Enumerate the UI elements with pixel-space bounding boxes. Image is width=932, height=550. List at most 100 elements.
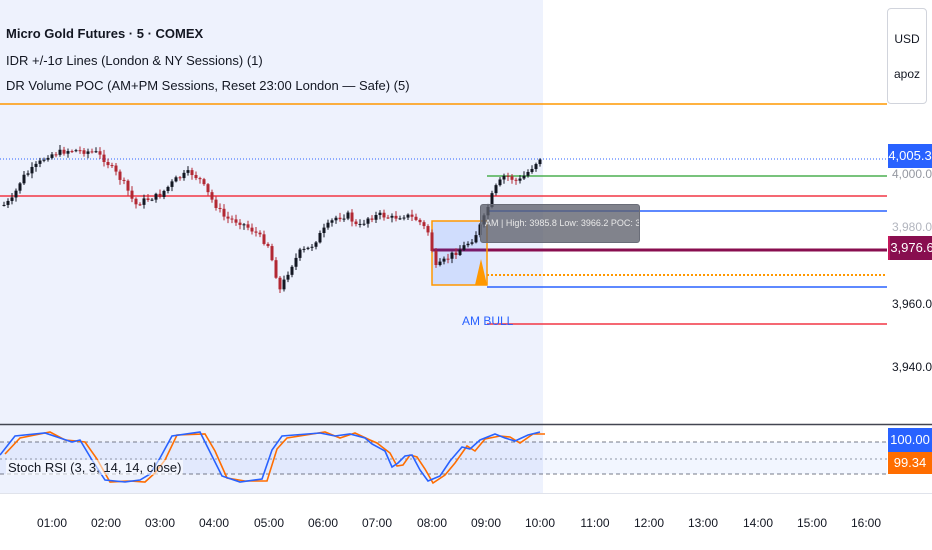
price-axis-label-3960: 3,960.0 bbox=[892, 297, 932, 311]
time-axis-label: 08:00 bbox=[416, 516, 448, 530]
candle-body bbox=[286, 274, 290, 280]
candle-body bbox=[202, 179, 206, 185]
candle-body bbox=[458, 249, 462, 255]
candle-body bbox=[374, 215, 378, 220]
candle-body bbox=[94, 151, 98, 153]
session-direction-label: AM BULL bbox=[462, 314, 514, 328]
candle-body bbox=[378, 212, 382, 216]
candle-body bbox=[466, 243, 470, 246]
candle-body bbox=[510, 176, 514, 180]
candle-body bbox=[46, 157, 50, 160]
candle-body bbox=[394, 215, 398, 219]
time-axis-label: 05:00 bbox=[253, 516, 285, 530]
indicator-legend-dr-poc[interactable]: DR Volume POC (AM+PM Sessions, Reset 23:… bbox=[6, 78, 410, 93]
candle-body bbox=[102, 154, 106, 163]
candle-body bbox=[190, 170, 194, 176]
candle-body bbox=[530, 169, 534, 172]
time-axis-label: 16:00 bbox=[850, 516, 882, 530]
candle-body bbox=[254, 231, 258, 233]
price-axis-label-3940: 3,940.0 bbox=[892, 360, 932, 374]
candle-body bbox=[2, 204, 6, 206]
candle-body bbox=[398, 218, 402, 220]
candle-body bbox=[42, 159, 46, 161]
candle-body bbox=[38, 160, 42, 164]
candle-body bbox=[354, 221, 358, 225]
candle-body bbox=[250, 227, 254, 232]
candle-body bbox=[194, 175, 198, 179]
candle-body bbox=[386, 217, 390, 219]
candle-body bbox=[434, 250, 438, 266]
candle-body bbox=[66, 151, 70, 154]
candle-body bbox=[22, 174, 26, 184]
candle-body bbox=[338, 217, 342, 220]
candle-body bbox=[370, 218, 374, 220]
candle-body bbox=[282, 279, 286, 290]
candle-body bbox=[122, 179, 126, 181]
candle-body bbox=[6, 200, 10, 205]
candle-body bbox=[74, 150, 78, 152]
session-info-tooltip: AM | High: 3985.8 Low: 3966.2 POC: 3968.… bbox=[480, 204, 640, 243]
candle-body bbox=[110, 165, 114, 167]
candle-body bbox=[18, 183, 22, 191]
candle-body bbox=[406, 214, 410, 218]
candle-body bbox=[214, 199, 218, 208]
candle-body bbox=[270, 246, 274, 261]
candle-body bbox=[322, 227, 326, 234]
candle-body bbox=[10, 197, 14, 201]
candle-body bbox=[514, 179, 518, 181]
candle-body bbox=[162, 190, 166, 197]
candle-body bbox=[206, 184, 210, 193]
candle-body bbox=[330, 220, 334, 223]
candle-body bbox=[290, 266, 294, 275]
candle-body bbox=[78, 150, 82, 152]
candle-body bbox=[362, 223, 366, 225]
candle-body bbox=[14, 190, 18, 198]
candle-body bbox=[382, 212, 386, 218]
candle-body bbox=[242, 224, 246, 226]
candle-body bbox=[334, 217, 338, 221]
candle-body bbox=[106, 162, 110, 166]
candle-body bbox=[506, 175, 510, 177]
candle-body bbox=[174, 177, 178, 182]
candle-body bbox=[198, 178, 202, 180]
candle-body bbox=[126, 180, 130, 191]
candle-body bbox=[422, 222, 426, 227]
candle-body bbox=[430, 232, 434, 251]
candle-body bbox=[470, 242, 474, 244]
candle-body bbox=[498, 179, 502, 186]
candle-body bbox=[414, 216, 418, 220]
candle-body bbox=[306, 247, 310, 249]
candle-body bbox=[118, 171, 122, 180]
candle-body bbox=[238, 222, 242, 225]
candle-body bbox=[366, 218, 370, 224]
candle-body bbox=[326, 222, 330, 228]
candle-body bbox=[90, 151, 94, 153]
stoch-rsi-legend[interactable]: Stoch RSI (3, 3, 14, 14, close) bbox=[6, 460, 184, 475]
time-axis-label: 10:00 bbox=[524, 516, 556, 530]
stoch-k-badge: 100.00 bbox=[888, 428, 932, 452]
candle-body bbox=[114, 165, 118, 172]
account-label: apoz bbox=[893, 67, 921, 81]
candle-body bbox=[318, 233, 322, 243]
candle-body bbox=[410, 214, 414, 217]
candle-body bbox=[262, 234, 266, 244]
time-axis-label: 07:00 bbox=[361, 516, 393, 530]
candle-body bbox=[502, 175, 506, 180]
candle-body bbox=[86, 151, 90, 154]
candle-body bbox=[234, 219, 238, 223]
candle-body bbox=[134, 198, 138, 205]
candle-body bbox=[310, 246, 314, 248]
time-axis-label: 03:00 bbox=[144, 516, 176, 530]
candle-body bbox=[446, 258, 450, 260]
stoch-k-line bbox=[0, 431, 541, 483]
candle-body bbox=[346, 212, 350, 219]
currency-unit-menu[interactable]: USD apoz bbox=[887, 8, 927, 104]
candle-body bbox=[538, 159, 542, 165]
candle-body bbox=[166, 186, 170, 191]
candle-body bbox=[522, 175, 526, 179]
indicator-legend-idr[interactable]: IDR +/-1σ Lines (London & NY Sessions) (… bbox=[6, 53, 263, 68]
symbol-title[interactable]: Micro Gold Futures · 5 · COMEX bbox=[6, 26, 204, 41]
candle-body bbox=[402, 217, 406, 219]
candle-body bbox=[298, 249, 302, 258]
